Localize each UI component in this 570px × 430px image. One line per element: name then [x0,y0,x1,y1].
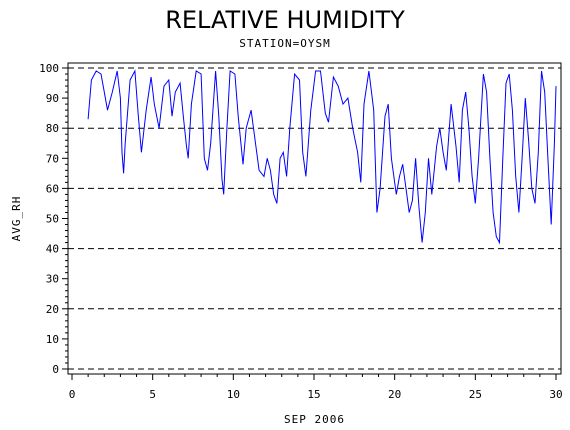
y-tick-label: 80 [46,122,59,135]
x-tick-label: 25 [469,388,482,401]
series-line [87,69,557,245]
y-tick-label: 10 [46,333,59,346]
x-tick-label: 5 [149,388,156,401]
y-tick-label: 30 [46,273,59,286]
y-tick-label: 70 [46,152,59,165]
y-tick-label: 90 [46,92,59,105]
y-tick-label: 100 [39,62,59,75]
x-tick-label: 15 [307,388,320,401]
chart-subtitle: STATION=OYSM [239,37,331,50]
y-tick-label: 60 [46,182,59,195]
y-tick-label: 20 [46,303,59,316]
y-axis-label: AVG_RH [10,196,23,242]
series-layer [87,69,557,245]
y-axis: 0 10 20 30 40 50 60 70 80 90 100 [39,62,68,376]
x-tick-label: 10 [227,388,240,401]
x-axis: 0 5 10 15 20 25 30 [69,374,563,401]
x-tick-label: 20 [388,388,401,401]
y-tick-label: 0 [52,363,59,376]
x-tick-label: 30 [549,388,562,401]
reference-lines [68,67,561,370]
x-axis-label: SEP 2006 [284,413,345,426]
y-tick-label: 40 [46,243,59,256]
x-tick-label: 0 [69,388,76,401]
chart-title: RELATIVE HUMIDITY [165,6,405,34]
y-tick-label: 50 [46,213,59,226]
